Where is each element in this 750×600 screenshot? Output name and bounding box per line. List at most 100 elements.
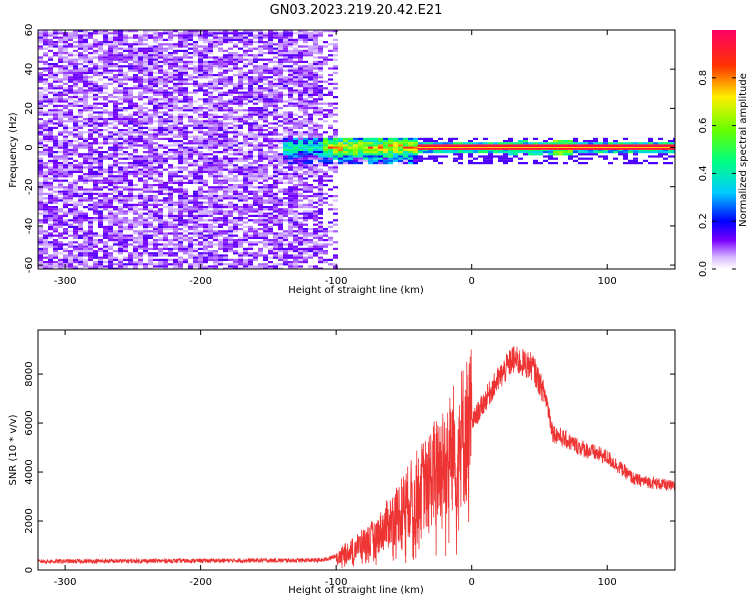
heatmap-cell: [138, 131, 143, 134]
heatmap-cell: [188, 30, 193, 33]
heatmap-cell: [278, 256, 283, 259]
heatmap-cell: [213, 168, 218, 171]
heatmap-cell: [73, 195, 78, 198]
heatmap-cell: [148, 133, 153, 136]
heatmap-cell: [93, 104, 98, 107]
heatmap-cell: [188, 148, 193, 151]
heatmap-cell: [98, 54, 103, 57]
heatmap-cell: [208, 100, 213, 103]
heatmap-cell: [63, 164, 68, 167]
heatmap-cell: [143, 199, 148, 202]
heatmap-cell: [193, 234, 198, 237]
heatmap-cell: [203, 126, 208, 129]
heatmap-cell: [118, 210, 123, 213]
heatmap-cell: [318, 267, 323, 269]
heatmap-cell: [133, 142, 138, 145]
heatmap-cell: [258, 52, 263, 55]
heatmap-cell: [288, 115, 293, 118]
heatmap-cell: [118, 157, 123, 160]
heatmap-cell: [223, 118, 228, 121]
heatmap-cell: [298, 241, 303, 244]
heatmap-cell: [123, 78, 128, 81]
heatmap-cell: [318, 85, 323, 88]
heatmap-cell: [203, 190, 208, 193]
heatmap-cell: [163, 78, 168, 81]
heatmap-cell: [43, 256, 48, 259]
heatmap-cell: [98, 206, 103, 209]
heatmap-cell: [48, 63, 53, 66]
heatmap-cell: [298, 78, 303, 81]
heatmap-cell: [323, 197, 328, 200]
heatmap-cell: [198, 56, 203, 59]
heatmap-cell: [118, 245, 123, 248]
heatmap-cell: [273, 175, 278, 178]
heatmap-cell: [278, 120, 283, 123]
heatmap-cell: [123, 219, 128, 222]
heatmap-cell: [78, 45, 83, 48]
heatmap-cell: [168, 186, 173, 189]
heatmap-cell: [233, 111, 238, 114]
heatmap-cell: [93, 115, 98, 118]
heatmap-cell: [318, 168, 323, 171]
heatmap-cell: [213, 41, 218, 44]
heatmap-cell: [163, 126, 168, 129]
heatmap-cell: [263, 111, 268, 114]
heatmap-cell: [313, 186, 318, 189]
heatmap-cell: [128, 137, 133, 140]
heatmap-cell: [58, 98, 63, 101]
heatmap-cell: [318, 210, 323, 213]
heatmap-cell: [243, 65, 248, 68]
heatmap-cell: [173, 124, 178, 127]
heatmap-cell: [88, 60, 93, 63]
heatmap-cell: [138, 241, 143, 244]
heatmap-cell: [188, 164, 193, 167]
heatmap-cell: [283, 100, 288, 103]
heatmap-cell: [318, 245, 323, 248]
heatmap-cell: [53, 210, 58, 213]
heatmap-cell: [248, 157, 253, 160]
heatmap-cell: [318, 190, 323, 193]
heatmap-cell: [328, 203, 333, 206]
heatmap-cell: [93, 67, 98, 70]
heatmap-cell: [153, 239, 158, 242]
heatmap-cell: [178, 131, 183, 134]
heatmap-cell: [303, 30, 308, 33]
heatmap-cell: [223, 181, 228, 184]
heatmap-cell: [183, 219, 188, 222]
heatmap-cell: [298, 126, 303, 129]
heatmap-cell: [48, 87, 53, 90]
heatmap-cell: [93, 179, 98, 182]
heatmap-cell: [308, 190, 313, 193]
heatmap-cell: [83, 241, 88, 244]
heatmap-cell: [163, 47, 168, 50]
heatmap-cell: [233, 234, 238, 237]
heatmap-cell: [368, 151, 373, 154]
heatmap-cell: [88, 199, 93, 202]
heatmap-cell: [298, 221, 303, 224]
heatmap-cell: [168, 254, 173, 257]
heatmap-cell: [53, 175, 58, 178]
heatmap-cell: [53, 85, 58, 88]
heatmap-cell: [263, 199, 268, 202]
heatmap-cell: [53, 63, 58, 66]
heatmap-cell: [158, 45, 163, 48]
heatmap-cell: [258, 36, 263, 39]
heatmap-cell: [208, 107, 213, 110]
heatmap-cell: [138, 192, 143, 195]
heatmap-cell: [248, 230, 253, 233]
heatmap-cell: [218, 124, 223, 127]
heatmap-cell: [113, 223, 118, 226]
heatmap-cell: [253, 232, 258, 235]
heatmap-cell: [323, 245, 328, 248]
heatmap-cell: [173, 190, 178, 193]
heatmap-cell: [278, 71, 283, 74]
heatmap-cell: [53, 109, 58, 112]
heatmap-cell: [113, 208, 118, 211]
heatmap-cell: [78, 221, 83, 224]
heatmap-cell: [158, 89, 163, 92]
heatmap-cell: [173, 96, 178, 99]
heatmap-cell: [203, 265, 208, 268]
heatmap-cell: [113, 148, 118, 151]
heatmap-cell: [233, 170, 238, 173]
heatmap-cell: [108, 135, 113, 138]
